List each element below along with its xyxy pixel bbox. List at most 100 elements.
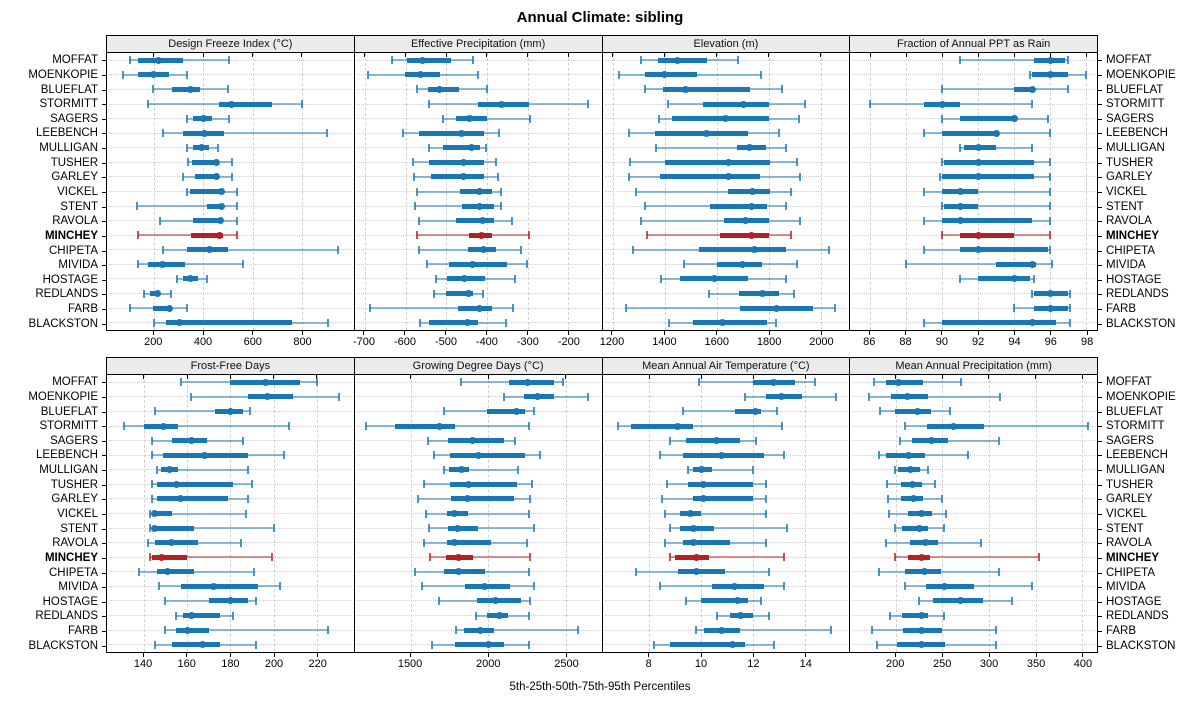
median-dot <box>464 480 472 488</box>
axis-tick-side <box>1098 382 1102 384</box>
whisker-cap <box>941 114 944 123</box>
median-dot <box>155 56 163 64</box>
whisker-cap <box>889 611 892 620</box>
axis-tick-label: 88 <box>899 336 912 348</box>
whisker-cap <box>640 56 643 65</box>
axis-tick-side <box>102 543 106 545</box>
axis-tick-side <box>1098 235 1102 237</box>
axis-tick-label: 96 <box>1044 336 1057 348</box>
whisker-cap <box>411 158 414 167</box>
whisker-cap <box>797 114 800 123</box>
station-label: MINCHEY <box>1106 551 1160 564</box>
whisker-cap <box>785 143 788 152</box>
axis-tick-side <box>1098 543 1102 545</box>
axis-tick-side <box>1098 557 1102 559</box>
station-label: GARLEY <box>51 171 98 184</box>
whisker-cap <box>878 451 881 460</box>
axis-tick-side <box>1098 484 1102 486</box>
axis-tick-side <box>102 177 106 179</box>
axis-tick-label: 1600 <box>704 336 729 348</box>
station-label: CHIPETA <box>49 244 98 257</box>
whisker-cap <box>527 422 530 431</box>
panel-plot-area <box>849 375 1098 653</box>
x-axis: -700 -600 -500 -400 -300 -200 <box>353 331 603 355</box>
median-dot <box>742 217 750 225</box>
axis-tick <box>152 331 154 335</box>
axis-tick-side <box>102 587 106 589</box>
median-dot <box>927 437 935 445</box>
whisker-cap <box>415 85 418 94</box>
median-dot <box>463 319 471 327</box>
whisker-cap <box>415 187 418 196</box>
median-dot <box>198 144 206 152</box>
axis-tick <box>487 653 489 657</box>
axis-tick <box>1086 331 1088 335</box>
whisker-cap <box>663 509 666 518</box>
axis-tick-side <box>1098 279 1102 281</box>
whisker-line <box>670 527 787 530</box>
axis-tick-side <box>1098 572 1102 574</box>
median-dot <box>213 158 221 166</box>
station-label: SAGERS <box>1106 112 1154 125</box>
median-dot <box>457 466 465 474</box>
median-dot <box>215 231 223 239</box>
axis-tick-side <box>1098 631 1102 633</box>
whisker-cap <box>923 216 926 225</box>
axis-tick-side <box>1098 265 1102 267</box>
median-dot <box>172 480 180 488</box>
whisker-cap <box>1029 70 1032 79</box>
axis-tick <box>941 331 943 335</box>
panel-plot-area <box>601 53 851 331</box>
row-guide <box>852 527 1095 529</box>
median-dot <box>718 451 726 459</box>
station-label: STENT <box>60 200 98 213</box>
median-dot <box>218 202 226 210</box>
station-label: MINCHEY <box>1106 229 1160 242</box>
axis-tick-top <box>410 375 412 379</box>
whisker-line <box>154 410 250 413</box>
whisker-cap <box>153 407 156 416</box>
whisker-cap <box>1030 582 1033 591</box>
iqr-bar <box>960 116 1016 122</box>
station-label: REDLANDS <box>1106 610 1169 623</box>
axis-tick-side <box>102 206 106 208</box>
whisker-cap <box>421 582 424 591</box>
whisker-cap <box>695 626 697 635</box>
whisker-cap <box>777 129 780 138</box>
median-dot <box>480 582 488 590</box>
whisker-cap <box>217 143 220 152</box>
whisker-cap <box>785 524 788 533</box>
median-dot <box>724 173 732 181</box>
station-label: TUSHER <box>1106 156 1154 169</box>
axis-tick-side <box>1098 221 1102 223</box>
whisker-cap <box>246 494 249 503</box>
station-label: LEEBENCH <box>36 127 98 140</box>
median-dot <box>419 56 427 64</box>
median-dot <box>187 275 195 283</box>
iqr-bar <box>152 525 194 531</box>
median-dot <box>1028 85 1036 93</box>
axis-tick-side <box>1098 514 1102 515</box>
axis-tick-side <box>1098 60 1102 62</box>
iqr-bar <box>720 232 769 238</box>
axis-tick <box>202 331 204 335</box>
whisker-line <box>636 190 791 193</box>
panel-column: Elevation (m) 1200 1400 1600 1800 2000 <box>600 35 851 355</box>
iqr-bar <box>693 320 767 326</box>
whisker-cap <box>170 289 173 298</box>
whisker-cap <box>500 202 503 211</box>
panel-strip: Design Freeze Index (°C) <box>106 35 355 53</box>
whisker-cap <box>765 538 768 547</box>
whisker-cap <box>587 100 590 109</box>
gutter-label-area: MOFFAT MOENKOPIE BLUEFLAT STORMITT SAGERS LEE… <box>0 53 106 331</box>
axis-tick-label: 220 <box>308 658 327 670</box>
whisker-cap <box>933 480 936 489</box>
whisker-cap <box>1049 172 1052 181</box>
panel-title: Elevation (m) <box>693 38 759 50</box>
whisker-cap <box>511 216 514 225</box>
station-label: MIVIDA <box>58 581 98 594</box>
median-dot <box>674 422 682 430</box>
median-dot <box>476 188 484 195</box>
whisker-cap <box>231 611 234 620</box>
whisker-line <box>647 234 792 237</box>
